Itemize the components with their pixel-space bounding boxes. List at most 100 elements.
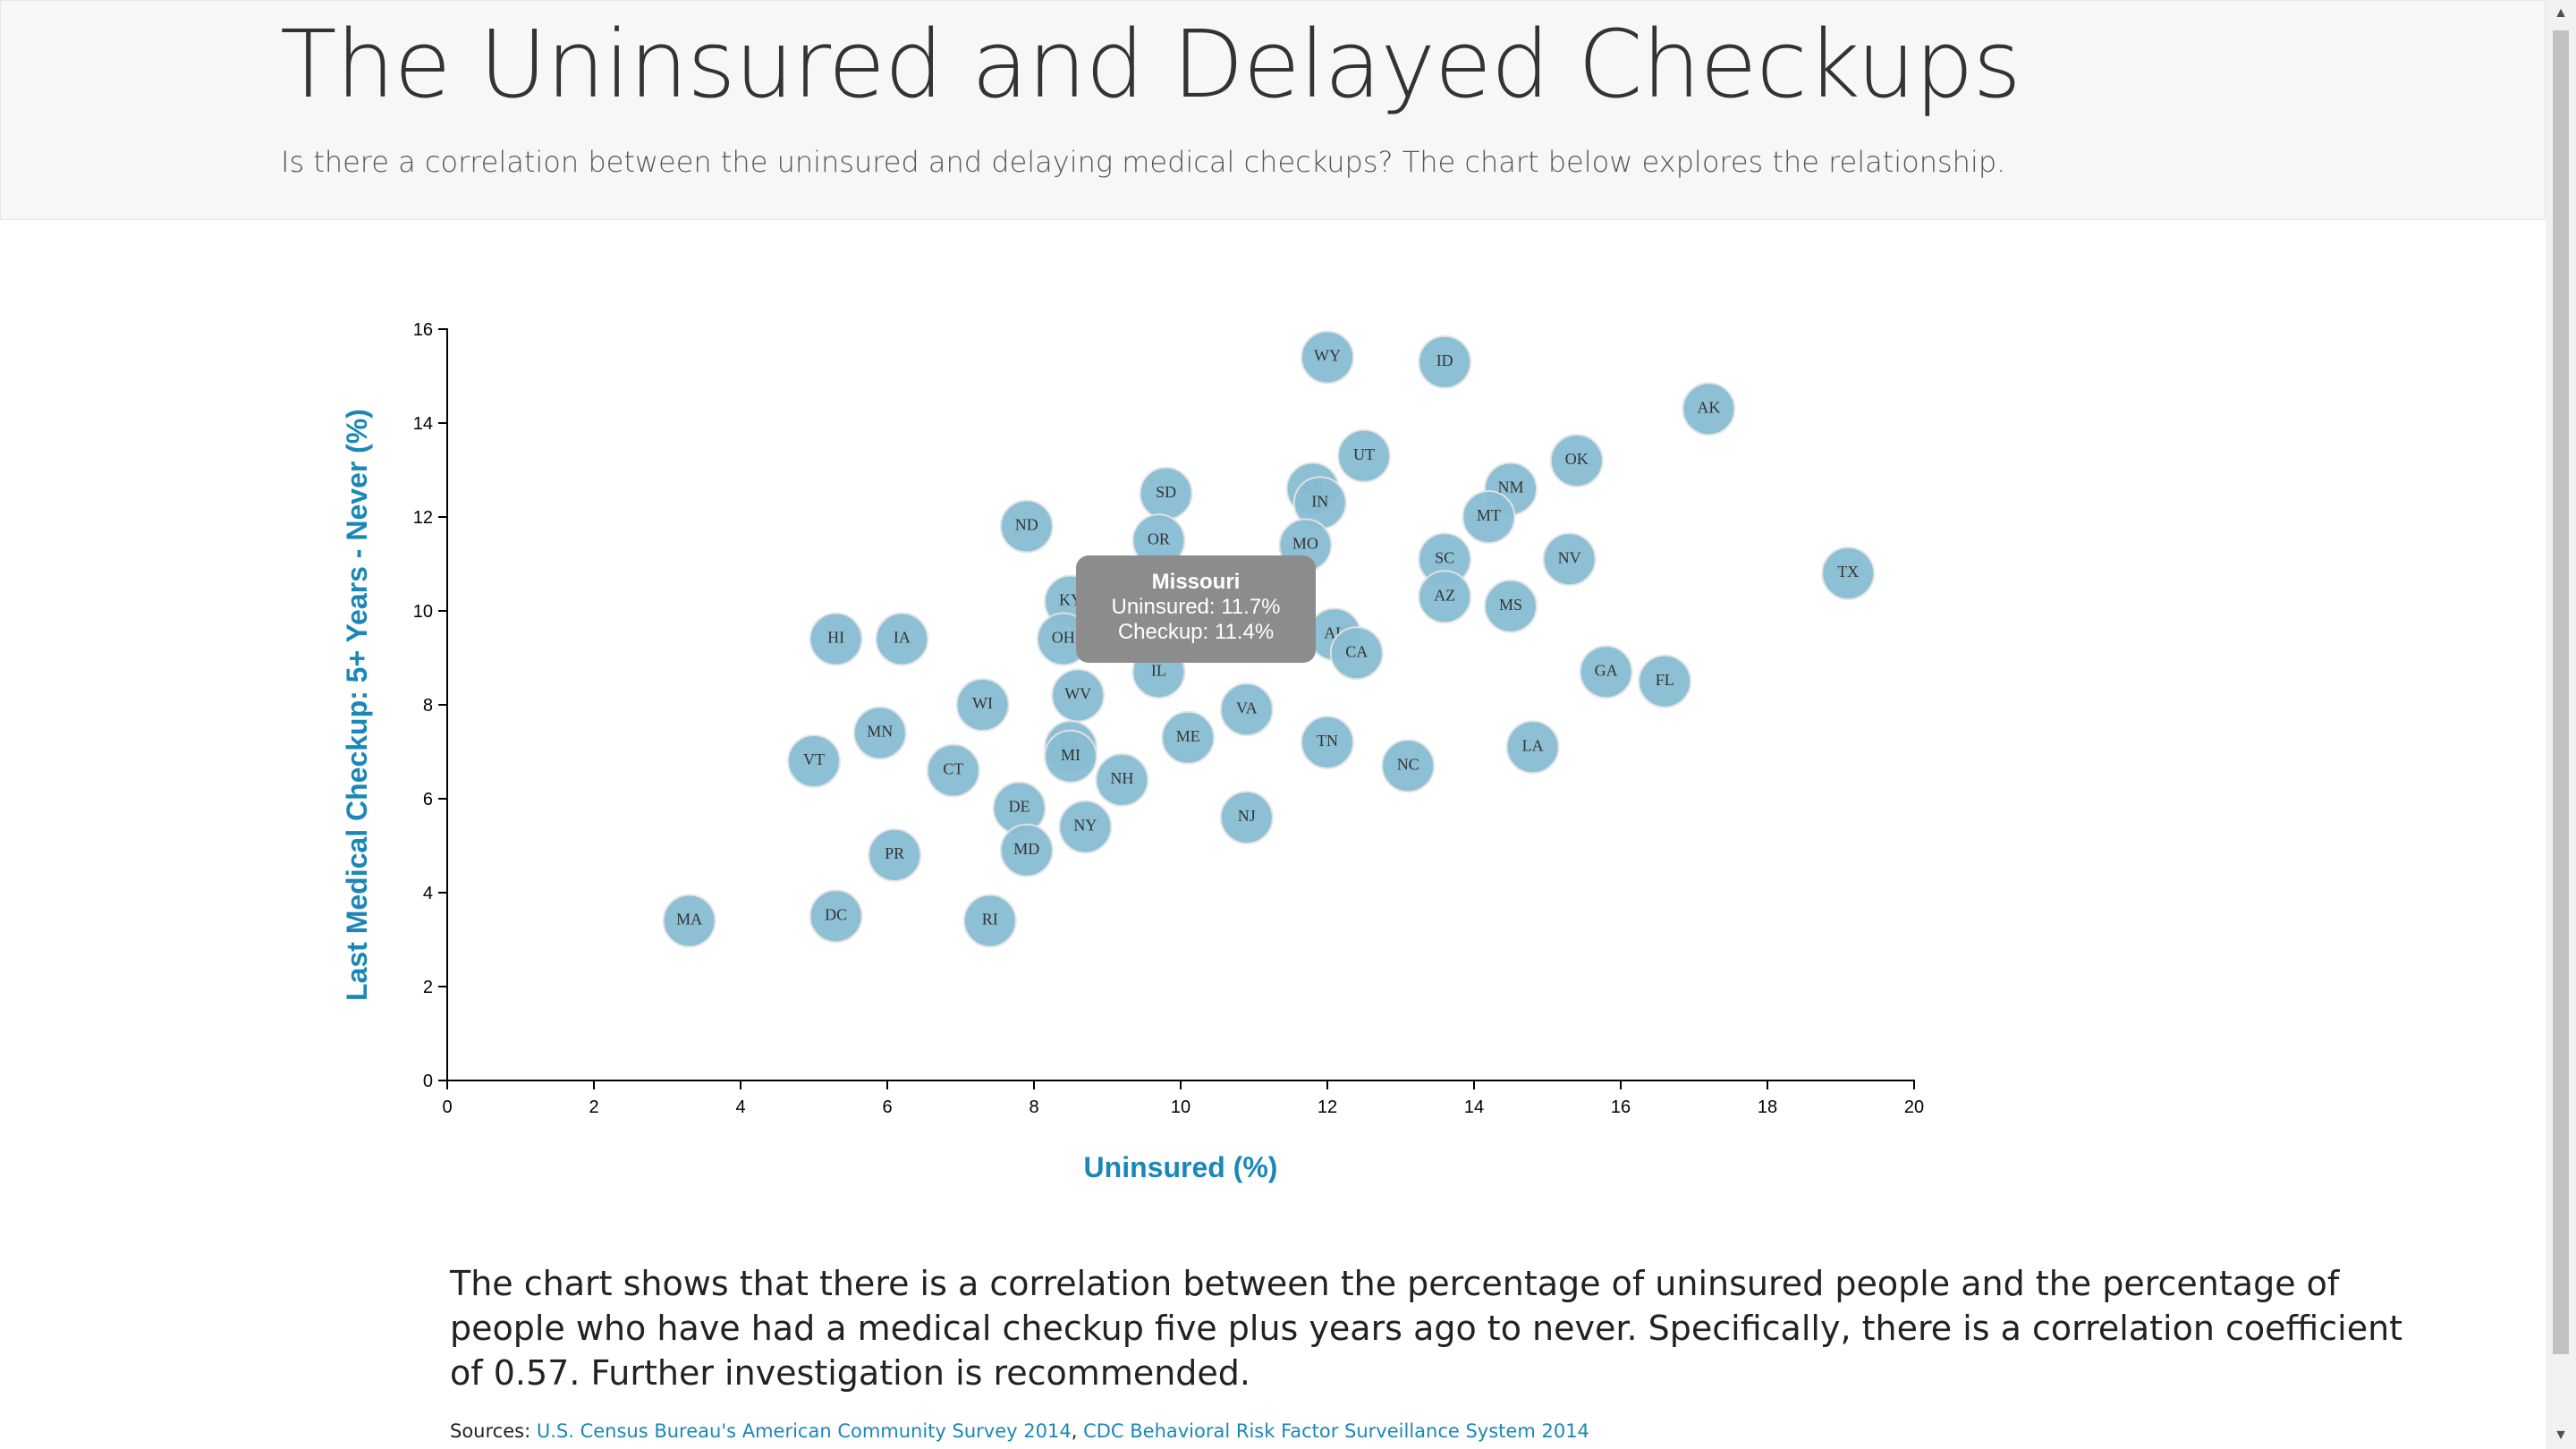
state-label: IN xyxy=(1311,492,1328,510)
state-marker[interactable]: DC xyxy=(809,889,863,944)
state-marker[interactable]: UT xyxy=(1337,428,1391,483)
x-tick-label: 8 xyxy=(1029,1097,1038,1117)
scroll-thumb[interactable] xyxy=(2553,30,2569,1354)
state-marker[interactable]: GA xyxy=(1579,645,1633,699)
state-marker[interactable]: MI xyxy=(1044,729,1097,784)
state-circle[interactable] xyxy=(1462,490,1516,544)
state-label: WV xyxy=(1064,685,1091,703)
state-circle[interactable] xyxy=(1821,547,1876,600)
state-marker[interactable]: WY xyxy=(1301,330,1354,385)
state-circle[interactable] xyxy=(1044,729,1097,784)
state-marker[interactable]: NC xyxy=(1381,739,1436,793)
state-circle[interactable] xyxy=(1219,791,1274,844)
state-label: ME xyxy=(1176,727,1200,745)
state-circle[interactable] xyxy=(1505,720,1560,775)
state-marker[interactable]: WI xyxy=(955,678,1010,732)
y-axis-label[interactable]: Last Medical Checkup: 5+ Years - Never (… xyxy=(341,409,373,1001)
state-circle[interactable] xyxy=(926,743,980,798)
state-circle[interactable] xyxy=(1484,579,1538,633)
state-marker[interactable]: FL xyxy=(1638,654,1692,708)
state-marker[interactable]: CT xyxy=(926,743,980,798)
state-marker[interactable]: VA xyxy=(1219,682,1274,737)
state-label: IL xyxy=(1151,661,1166,679)
state-marker[interactable]: ID xyxy=(1418,335,1472,389)
state-marker[interactable]: MN xyxy=(852,706,907,760)
state-marker[interactable]: AZ xyxy=(1418,570,1472,624)
state-marker[interactable]: OK xyxy=(1549,434,1604,487)
state-circle[interactable] xyxy=(1579,645,1633,699)
state-circle[interactable] xyxy=(1418,335,1472,389)
state-circle[interactable] xyxy=(962,894,1017,948)
state-circle[interactable] xyxy=(662,894,716,948)
state-circle[interactable] xyxy=(1301,716,1354,769)
state-marker[interactable]: MS xyxy=(1484,579,1538,633)
state-marker[interactable]: RI xyxy=(962,894,1017,948)
state-circle[interactable] xyxy=(809,612,863,666)
state-marker[interactable]: SD xyxy=(1139,466,1193,521)
scrollbar[interactable]: ▲ ▼ xyxy=(2546,0,2576,1449)
state-circle[interactable] xyxy=(1381,739,1436,793)
state-circle[interactable] xyxy=(1542,532,1597,587)
state-circle[interactable] xyxy=(1337,428,1391,483)
state-marker[interactable]: SC xyxy=(1418,532,1472,587)
y-tick-label: 6 xyxy=(423,790,433,809)
x-axis: 0 2 4 6 8 10 12 14 16 18 20 xyxy=(442,1080,1924,1117)
state-label: VA xyxy=(1236,699,1258,716)
state-marker[interactable]: ME xyxy=(1161,710,1216,765)
state-marker[interactable]: AK xyxy=(1682,382,1736,436)
state-marker[interactable]: IA xyxy=(875,612,929,666)
page-subtitle: Is there a correlation between the unins… xyxy=(281,145,2006,179)
source-link-census[interactable]: U.S. Census Bureau's American Community … xyxy=(536,1420,1072,1442)
scroll-up-icon[interactable]: ▲ xyxy=(2554,5,2568,21)
state-label: MO xyxy=(1292,535,1318,553)
state-circle[interactable] xyxy=(809,889,863,944)
state-circle[interactable] xyxy=(1418,570,1472,624)
page-header: The Uninsured and Delayed Checkups Is th… xyxy=(0,0,2546,220)
state-circle[interactable] xyxy=(1682,382,1736,436)
state-marker[interactable]: NJ xyxy=(1219,791,1274,844)
state-marker[interactable]: TN xyxy=(1301,716,1354,769)
x-tick-label: 12 xyxy=(1318,1097,1337,1117)
state-circle[interactable] xyxy=(1058,800,1113,854)
state-marker[interactable]: MA xyxy=(662,894,716,948)
state-marker[interactable]: PR xyxy=(868,828,922,882)
state-circle[interactable] xyxy=(852,706,907,760)
scroll-down-icon[interactable]: ▼ xyxy=(2554,1428,2568,1443)
state-marker[interactable]: TX xyxy=(1821,547,1876,600)
state-circle[interactable] xyxy=(1161,710,1216,765)
state-circle[interactable] xyxy=(1638,654,1692,708)
state-circle[interactable] xyxy=(999,499,1054,554)
state-marker[interactable]: NH xyxy=(1095,753,1149,807)
state-marker[interactable]: ND xyxy=(999,499,1054,554)
state-circle[interactable] xyxy=(868,828,922,882)
state-marker[interactable]: MD xyxy=(999,823,1054,877)
state-circle[interactable] xyxy=(1301,330,1354,385)
state-marker[interactable]: NY xyxy=(1058,800,1113,854)
state-label: NH xyxy=(1110,769,1133,787)
state-circle[interactable] xyxy=(787,734,841,788)
state-circle[interactable] xyxy=(1219,682,1274,737)
state-marker[interactable]: DE xyxy=(992,781,1046,835)
source-link-cdc[interactable]: CDC Behavioral Risk Factor Surveillance … xyxy=(1083,1420,1589,1442)
state-label: MT xyxy=(1477,506,1501,524)
state-marker[interactable]: MT xyxy=(1462,490,1516,544)
state-circle[interactable] xyxy=(1549,434,1604,487)
state-circle[interactable] xyxy=(999,823,1054,877)
state-circle[interactable] xyxy=(955,678,1010,732)
state-circle[interactable] xyxy=(875,612,929,666)
state-marker[interactable]: NV xyxy=(1542,532,1597,587)
state-label: MI xyxy=(1061,746,1080,764)
x-axis-label[interactable]: Uninsured (%) xyxy=(1084,1151,1278,1183)
state-label: SC xyxy=(1435,548,1454,566)
state-marker[interactable]: WV xyxy=(1051,668,1106,723)
state-label: ID xyxy=(1436,352,1453,369)
state-label: MS xyxy=(1499,596,1522,614)
state-circle[interactable] xyxy=(1329,626,1384,681)
state-circle[interactable] xyxy=(1095,753,1149,807)
state-marker[interactable]: VT xyxy=(787,734,841,788)
state-marker[interactable]: CA xyxy=(1329,626,1384,681)
state-marker[interactable]: OR xyxy=(1131,513,1186,568)
tooltip-uninsured: Uninsured: 11.7% xyxy=(1111,595,1281,619)
state-marker[interactable]: HI xyxy=(809,612,863,666)
state-marker[interactable]: LA xyxy=(1505,720,1560,775)
